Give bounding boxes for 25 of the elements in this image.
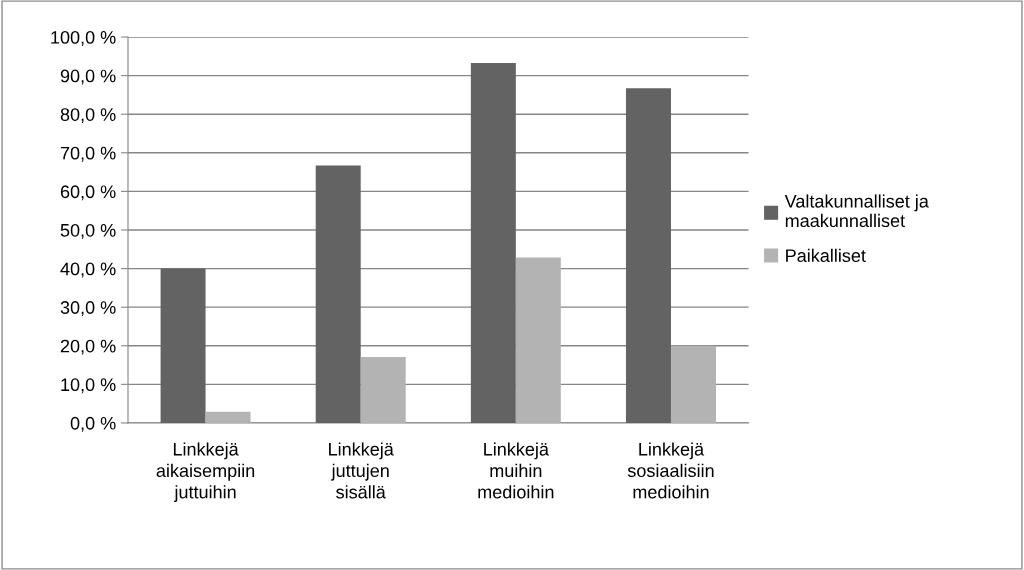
y-tick-label: 30,0 % bbox=[60, 301, 116, 317]
y-tick-label: 20,0 % bbox=[60, 339, 116, 355]
bar bbox=[515, 257, 561, 423]
y-tick-label: 60,0 % bbox=[60, 185, 116, 201]
y-tick-label: 0,0 % bbox=[70, 416, 116, 432]
bar bbox=[670, 345, 716, 423]
y-tick-label: 90,0 % bbox=[60, 69, 116, 85]
x-tick-label: Linkkejä sosiaalisiin medioihin bbox=[627, 442, 714, 499]
bar bbox=[360, 356, 406, 423]
y-tick-label: 100,0 % bbox=[51, 30, 116, 46]
legend-label: Paikalliset bbox=[786, 248, 866, 263]
y-tick-label: 10,0 % bbox=[61, 378, 116, 394]
x-tick-label: Linkkejä muihin medioihin bbox=[478, 442, 554, 499]
legend-label: Valtakunnalliset ja maakunnalliset bbox=[784, 194, 929, 228]
y-tick-label: 80,0 % bbox=[60, 108, 116, 124]
bar bbox=[470, 62, 516, 423]
bar bbox=[625, 88, 671, 423]
bar bbox=[205, 411, 251, 423]
y-tick-label: 50,0 % bbox=[60, 223, 116, 239]
x-tick-label: Linkkejä aikaisempiin juttuihin bbox=[156, 442, 255, 503]
bar bbox=[160, 268, 206, 423]
y-tick-label: 40,0 % bbox=[60, 262, 116, 278]
x-tick-label: Linkkejä juttujen sisällä bbox=[329, 442, 394, 499]
y-tick-label: 70,0 % bbox=[60, 146, 116, 162]
bar bbox=[315, 165, 361, 423]
